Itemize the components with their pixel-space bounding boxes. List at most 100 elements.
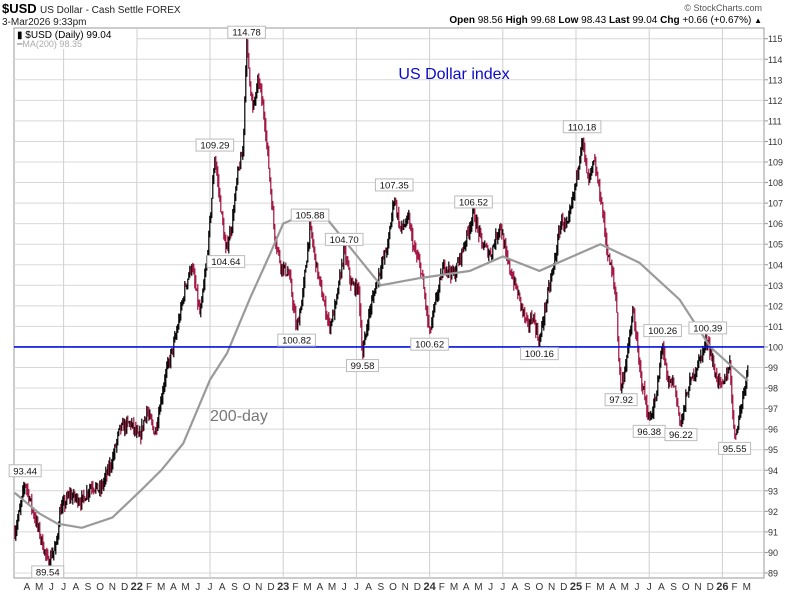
y-tick-label: 90: [768, 548, 778, 558]
annotations: 93.44 89.54 109.29 104.64 114.78 100.82 105.88…: [8, 25, 752, 579]
x-tick-label: A: [170, 582, 177, 593]
last-value: 99.04: [632, 15, 657, 26]
chart-title: US Dollar index: [398, 66, 509, 83]
x-tick-label: N: [694, 582, 701, 593]
high-value: 99.68: [531, 15, 556, 26]
x-tick-label: N: [255, 582, 262, 593]
security-name: US Dollar - Cash Settle FOREX: [40, 5, 181, 16]
chg-label: Chg: [660, 15, 679, 26]
annotation-label: 96.38: [637, 427, 661, 438]
y-tick-label: 101: [768, 322, 783, 332]
annotation-label: 97.92: [609, 395, 633, 406]
chg-value: +0.66 (+0.67%): [682, 15, 751, 26]
x-tick-label: A: [72, 582, 79, 593]
y-tick-label: 110: [768, 137, 782, 147]
x-tick-label: O: [536, 582, 544, 593]
x-tick-label: D: [121, 582, 128, 593]
annotation-label: 100.16: [525, 349, 554, 360]
x-tick-label: J: [354, 582, 359, 593]
x-tick-label: A: [316, 582, 323, 593]
x-axis: A M J J A S O N D 22 F M A M J J A S O N D 23 F M A M J J A S O N D 24 F M A…: [24, 581, 751, 593]
x-tick-label: M: [450, 582, 458, 593]
legend-box: [15, 29, 137, 49]
legend-ma-label: MA(200) 98.35: [22, 39, 82, 49]
annotation-box: [562, 120, 602, 134]
legend-price-label: $USD (Daily) 99.04: [25, 30, 112, 41]
x-tick-label: M: [328, 582, 336, 593]
annotation-box: [290, 208, 330, 222]
y-tick-label: 96: [768, 425, 778, 435]
y-tick-label: 113: [768, 75, 782, 85]
x-tick-label: J: [49, 582, 54, 593]
x-tick-label: 26: [716, 581, 728, 593]
y-tick-label: 106: [768, 219, 783, 229]
annotation-label: 96.22: [669, 430, 693, 441]
x-tick-label: S: [85, 582, 92, 593]
annotation-label: 100.39: [693, 323, 722, 334]
x-tick-label: F: [585, 582, 591, 593]
x-tick-label: J: [647, 582, 652, 593]
low-value: 98.43: [581, 15, 606, 26]
x-tick-label: S: [524, 582, 531, 593]
x-tick-label: O: [389, 582, 397, 593]
annotation-box: [688, 321, 728, 335]
y-tick-label: 112: [768, 96, 782, 106]
legend-price: ▮ $USD (Daily) 99.04: [17, 30, 112, 41]
annotation-label: 110.18: [568, 122, 596, 133]
annotation-label: 95.55: [723, 444, 747, 455]
annotation-label: 114.78: [232, 28, 260, 39]
x-tick-label: A: [512, 582, 519, 593]
x-tick-label: M: [157, 582, 165, 593]
y-tick-label: 99: [768, 363, 778, 373]
y-tick-label: 104: [768, 260, 783, 270]
annotation-box: [454, 195, 493, 209]
annotation-box: [195, 138, 235, 152]
y-tick-label: 92: [768, 507, 778, 517]
y-tick-label: 107: [768, 199, 783, 209]
x-tick-label: 22: [131, 581, 143, 593]
ma-legend-icon: ━: [16, 39, 23, 49]
annotation-label: 100.62: [415, 340, 444, 351]
x-tick-label: F: [732, 582, 738, 593]
x-tick-label: F: [146, 582, 152, 593]
x-tick-label: J: [195, 582, 200, 593]
x-tick-label: M: [743, 582, 751, 593]
x-tick-label: D: [560, 582, 567, 593]
x-tick-label: J: [500, 582, 505, 593]
y-tick-label: 93: [768, 486, 778, 496]
x-tick-label: J: [488, 582, 493, 593]
open-label: Open: [449, 15, 475, 26]
symbol: $USD: [2, 1, 37, 16]
x-tick-label: A: [658, 582, 665, 593]
ma-annotation: 200-day: [210, 408, 268, 425]
x-tick-label: S: [377, 582, 384, 593]
y-axis: 89 90 91 92 93 94 95 96 97 98 99 100 101 102 103 104 105…: [764, 34, 783, 579]
x-tick-label: A: [463, 582, 470, 593]
legend-ma: ━MA(200) 98.35: [16, 39, 82, 49]
annotation-label: 109.29: [200, 141, 229, 152]
chart-datetime: 3-Mar2026 9:33pm: [2, 17, 87, 28]
annotation-box: [718, 441, 752, 455]
last-label: Last: [609, 15, 630, 26]
x-tick-label: A: [219, 582, 226, 593]
y-tick-label: 94: [768, 466, 778, 476]
price-bars: [14, 36, 749, 569]
high-label: High: [506, 15, 528, 26]
open-value: 98.56: [478, 15, 503, 26]
low-label: Low: [558, 15, 578, 26]
y-tick-label: 111: [768, 116, 782, 126]
annotation-box: [346, 359, 379, 373]
x-tick-label: N: [402, 582, 409, 593]
y-tick-label: 91: [768, 527, 778, 537]
annotation-box: [277, 333, 316, 347]
annotation-box: [206, 255, 246, 269]
x-tick-label: S: [670, 582, 677, 593]
annotation-label: 100.82: [282, 336, 311, 347]
annotation-label: 104.64: [211, 257, 240, 268]
y-tick-label: 95: [768, 445, 778, 455]
annotation-box: [520, 347, 559, 361]
y-tick-label: 89: [768, 569, 778, 579]
x-tick-label: A: [365, 582, 372, 593]
quote-line: Open 98.56 High 99.68 Low 98.43 Last 99.…: [449, 15, 762, 26]
